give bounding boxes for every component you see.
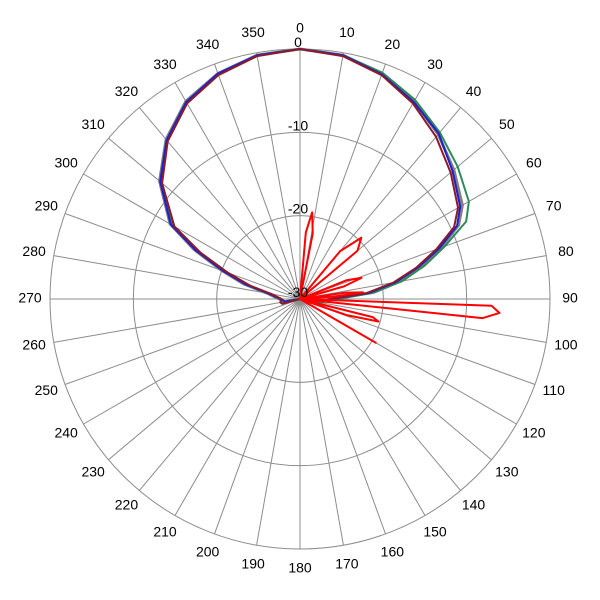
grid-spoke (299, 173, 517, 300)
grid-spoke (83, 298, 301, 425)
series-group (158, 47, 501, 344)
series-line-3 (161, 48, 460, 305)
angle-tick-label: 100 (554, 337, 578, 353)
grid-spoke (108, 137, 301, 300)
angle-tick-label: 160 (381, 543, 405, 559)
angle-tick-label: 240 (54, 425, 78, 441)
grid-spoke (174, 82, 301, 300)
radial-tick-label: -10 (288, 117, 308, 133)
angle-tick-label: 220 (115, 497, 139, 513)
grid-spoke (299, 298, 386, 535)
angle-tick-label: 170 (335, 556, 359, 572)
angle-tick-label: 120 (522, 425, 546, 441)
grid-spoke (299, 255, 547, 300)
grid-spoke (299, 63, 386, 300)
radial-tick-label: -30 (288, 284, 308, 300)
angle-tick-label: 60 (526, 155, 542, 171)
angle-tick-label: 340 (196, 36, 220, 52)
angle-tick-label: 350 (241, 24, 265, 40)
grid-spoke (299, 213, 536, 300)
grid-spoke (83, 173, 301, 300)
angle-tick-label: 210 (153, 524, 177, 540)
tick-labels: 0 10 20 30 40 50 60 70 80 90 100 110 120 130 140 150 160… (18, 20, 578, 576)
angle-tick-label: 330 (153, 56, 177, 72)
angle-tick-label: 70 (546, 197, 562, 213)
angle-tick-label: 140 (462, 497, 486, 513)
angle-tick-label: 30 (427, 56, 443, 72)
angle-tick-label: 110 (543, 382, 566, 398)
grid-spoke (299, 82, 426, 300)
angle-tick-label: 230 (81, 463, 105, 479)
radial-tick-label: -20 (288, 201, 308, 217)
angle-tick-label: 90 (562, 290, 578, 306)
grid-spoke (53, 298, 301, 343)
angle-tick-label: 130 (495, 463, 519, 479)
grid-spoke (299, 298, 344, 546)
grid-spoke (299, 298, 426, 516)
grid-spoke (108, 298, 301, 461)
grid-spoke (256, 298, 301, 546)
grid-spoke (214, 63, 301, 300)
angle-tick-label: 80 (558, 243, 574, 259)
angle-tick-label: 300 (54, 155, 78, 171)
grid-spoke (299, 298, 492, 461)
angle-tick-label: 280 (22, 243, 46, 259)
angle-tick-label: 40 (466, 83, 482, 99)
angle-tick-label: 320 (115, 83, 139, 99)
angle-tick-label: 190 (241, 556, 265, 572)
grid-spoke (299, 298, 462, 491)
grid-spoke (64, 213, 301, 300)
angle-tick-label: 180 (288, 560, 312, 576)
series-line-4 (299, 211, 501, 344)
angle-tick-label: 250 (35, 382, 59, 398)
grid-spoke (138, 298, 301, 491)
angle-tick-label: 270 (18, 290, 42, 306)
grid-spoke (256, 52, 301, 300)
angle-tick-label: 260 (22, 337, 46, 353)
angle-tick-label: 150 (423, 524, 447, 540)
angle-tick-label: 310 (81, 116, 105, 132)
grid-spoke (53, 255, 301, 300)
grid-spoke (214, 298, 301, 535)
angle-tick-label: 20 (385, 36, 401, 52)
angle-tick-label: 50 (499, 116, 515, 132)
angle-tick-label: 200 (196, 543, 220, 559)
grid-spoke (64, 298, 301, 385)
angle-tick-label: 10 (339, 24, 355, 40)
grid-spoke (174, 298, 301, 516)
angle-tick-label: 0 (296, 20, 304, 36)
grid-spoke (299, 298, 547, 343)
radial-tick-label: 0 (294, 34, 302, 50)
angle-tick-label: 290 (35, 197, 59, 213)
